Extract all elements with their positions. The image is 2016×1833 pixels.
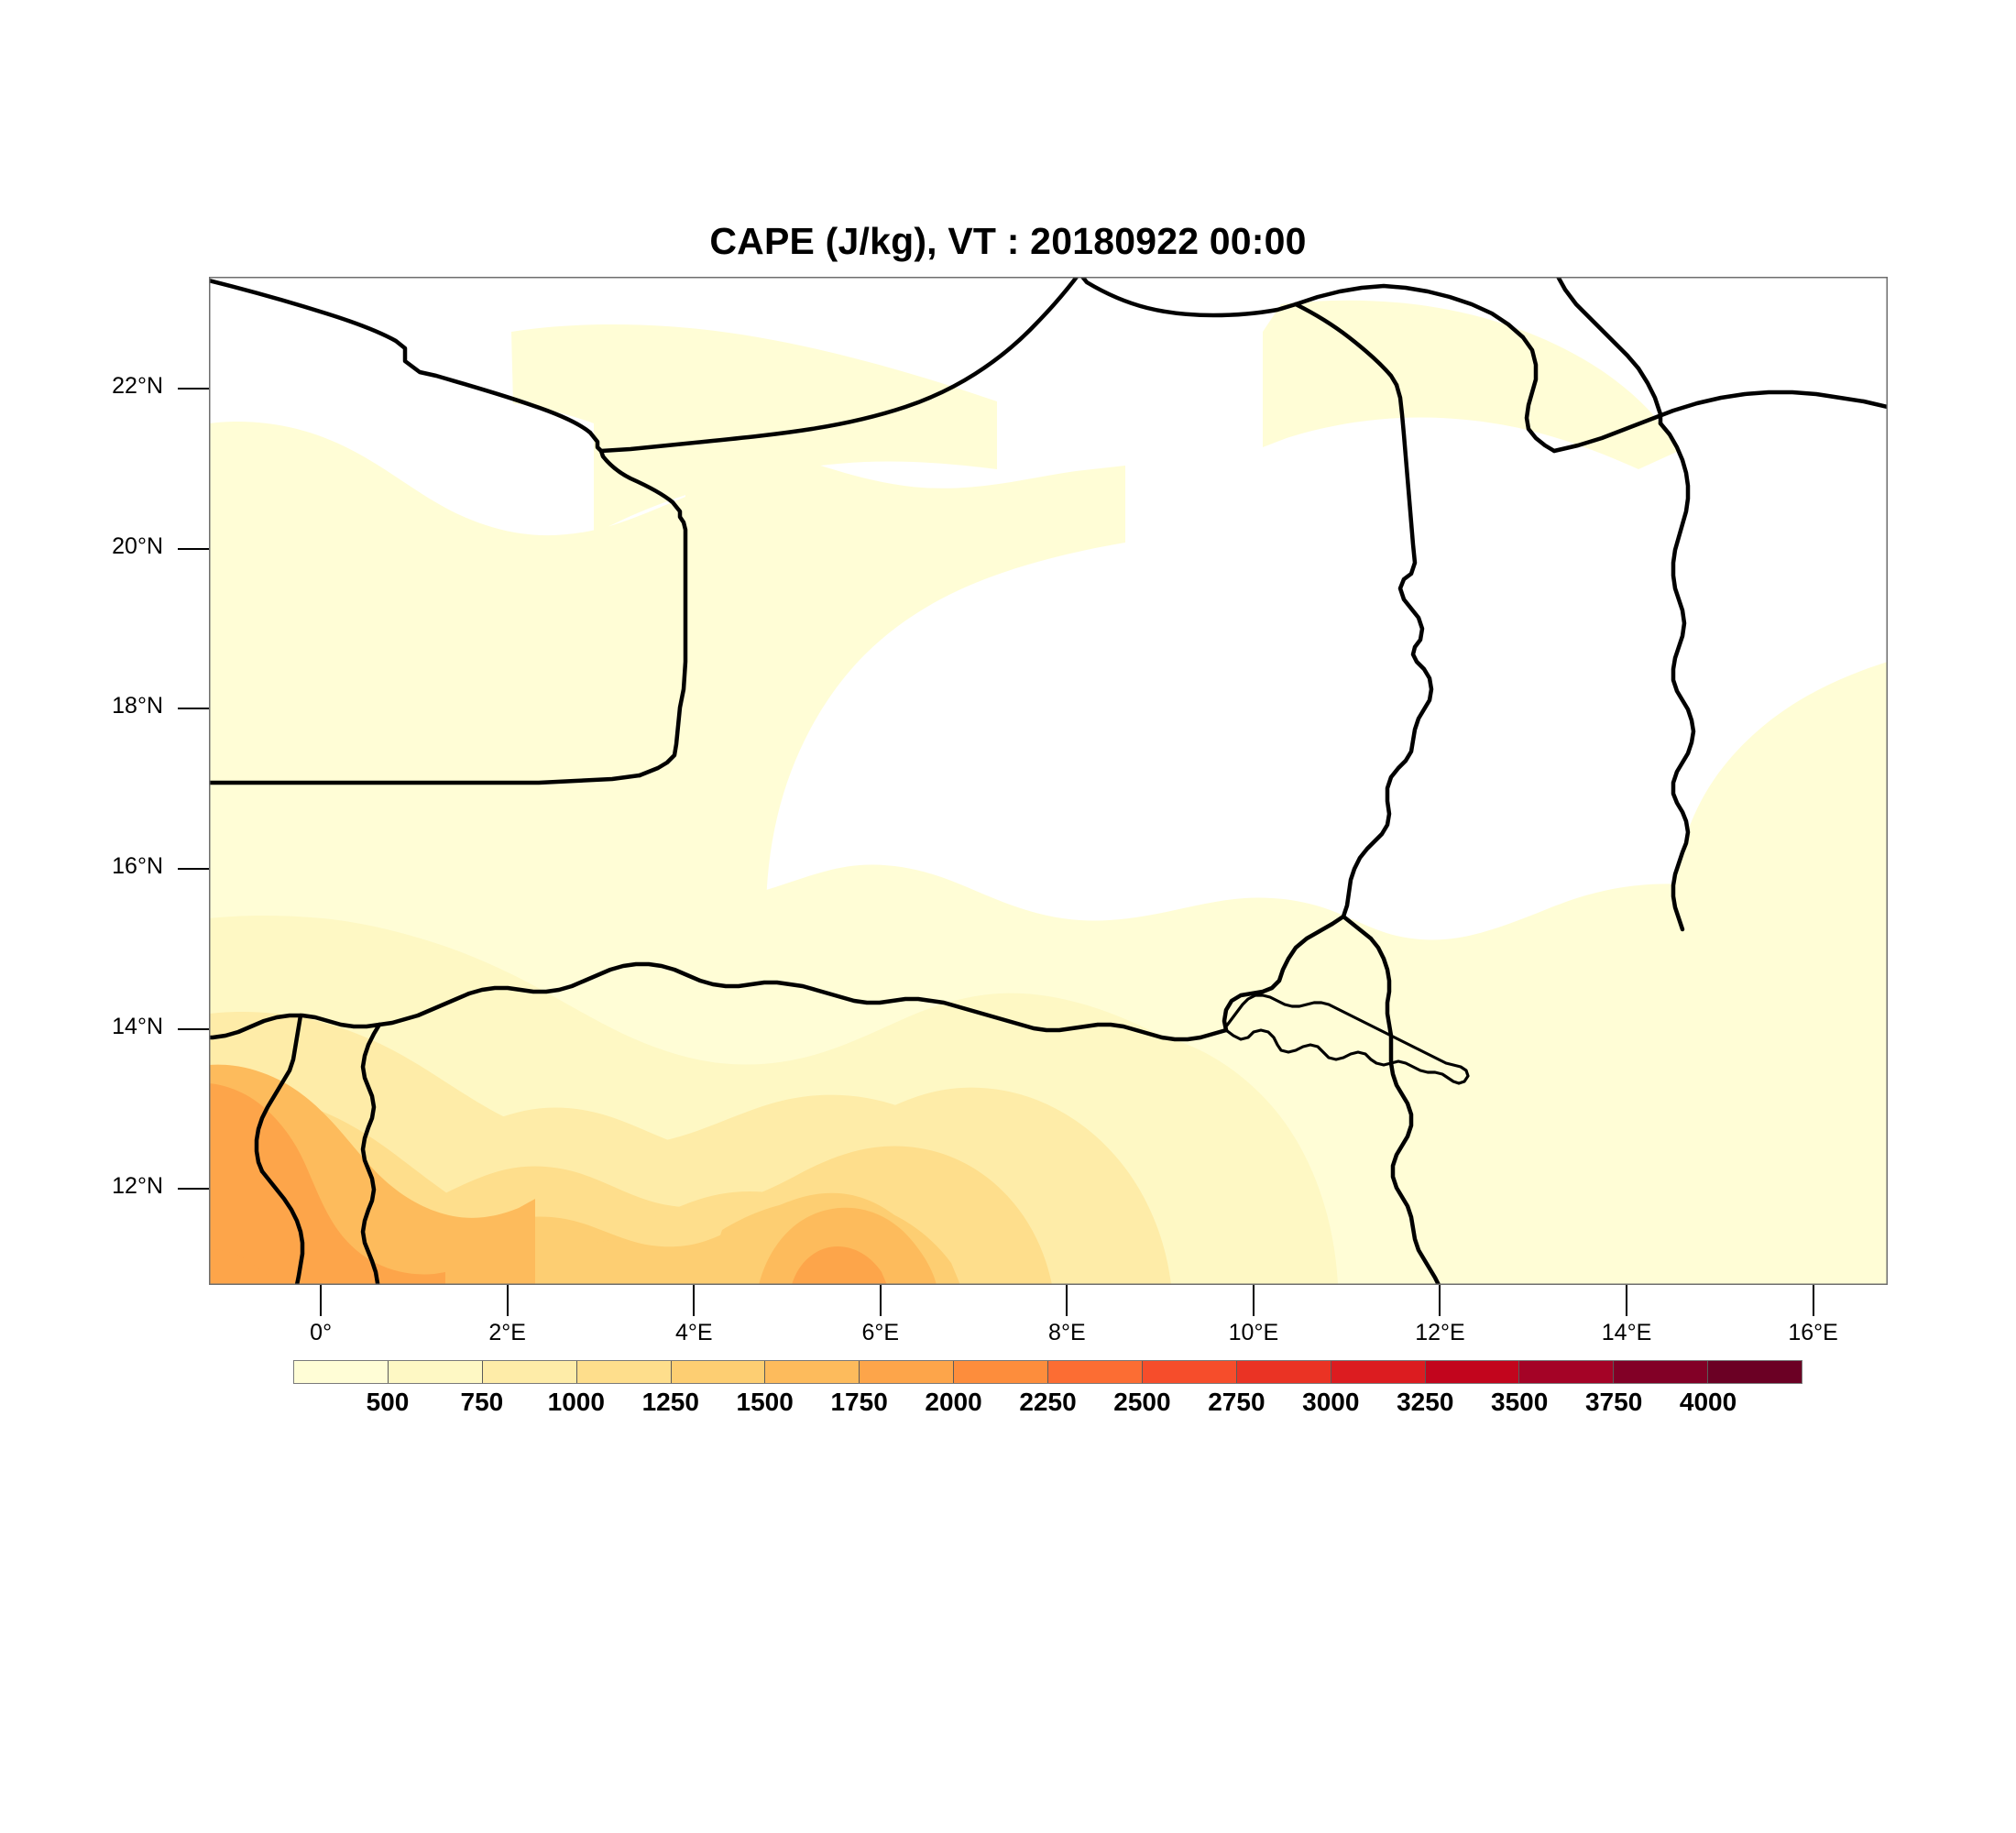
border-benin-nigeria-south: [259, 1169, 305, 1285]
colorbar-segment: [1614, 1361, 1709, 1383]
lat-tick: [178, 388, 209, 390]
colorbar-segment: [294, 1361, 389, 1383]
lon-label: 8°E: [1048, 1320, 1086, 1345]
lat-label: 14°N: [112, 1013, 163, 1039]
colorbar-tick-label: 1500: [736, 1388, 794, 1416]
lon-label: 0°: [310, 1320, 333, 1345]
lat-tick: [178, 1188, 209, 1191]
border-lake-chad-region: [1222, 914, 1346, 1033]
contour-band-250-ne: [1263, 300, 1679, 469]
border-ne-corner: [1293, 283, 1557, 454]
map-plot-area: [209, 277, 1888, 1285]
colorbar-tick-label: 1000: [547, 1388, 605, 1416]
colorbar-segment: [576, 1361, 672, 1383]
colorbar-segment: [765, 1361, 860, 1383]
colorbar: 500 750 1000 1250 1500 1750 2000 2250 2500 2750 30…: [293, 1360, 1802, 1416]
border-algeria-mali-main: [209, 278, 604, 454]
colorbar-segment: [1519, 1361, 1615, 1383]
colorbar-segment: [482, 1361, 577, 1383]
colorbar-segment: [1708, 1361, 1802, 1383]
cape-contour-field: [209, 277, 1888, 1285]
colorbar-tick-label: 2000: [925, 1388, 982, 1416]
border-chad-ne-branch: [1555, 277, 1663, 426]
lon-label: 16°E: [1788, 1320, 1838, 1345]
border-algeria-niger: [598, 277, 1079, 454]
border-niger-chad: [1341, 382, 1434, 919]
colorbar-tick-label: 1750: [830, 1388, 888, 1416]
colorbar-tick-label: 4000: [1679, 1388, 1737, 1416]
page-title: CAPE (J/kg), VT : 20180922 00:00: [709, 220, 1307, 262]
colorbar-segment: [1236, 1361, 1331, 1383]
contour-band-1750-central: [792, 1246, 887, 1285]
lat-tick: [178, 547, 209, 550]
border-niger-nigeria: [377, 961, 1229, 1042]
lat-label: 20°N: [112, 532, 163, 559]
lon-tick: [879, 1285, 882, 1316]
lon-tick: [1439, 1285, 1441, 1316]
contour-band-250-west: [209, 422, 1125, 918]
lake-chad-outline: [1224, 993, 1470, 1085]
lon-tick: [320, 1285, 323, 1316]
colorbar-segment: [1425, 1361, 1520, 1383]
colorbar-tick-label: 3750: [1584, 1388, 1643, 1416]
border-burkina-niger: [209, 1013, 382, 1040]
lat-label: 18°N: [112, 693, 163, 719]
contour-band-1750: [209, 1083, 445, 1285]
colorbar-tick-label: 2250: [1019, 1388, 1077, 1416]
colorbar-tick-label: 3250: [1397, 1388, 1454, 1416]
lat-tick: [178, 708, 209, 710]
colorbar-tick-label: 1250: [641, 1388, 699, 1416]
colorbar-segment: [954, 1361, 1048, 1383]
lat-label: 12°N: [112, 1173, 163, 1200]
colorbar-segment: [1048, 1361, 1143, 1383]
colorbar-tick-label: 750: [460, 1388, 504, 1416]
lon-label: 2°E: [488, 1320, 526, 1345]
border-chad-east: [1658, 421, 1696, 932]
lon-tick: [1626, 1285, 1628, 1316]
colorbar-tick-label: 3500: [1491, 1388, 1549, 1416]
country-borders-group: [209, 277, 1888, 1285]
lon-label: 6°E: [861, 1320, 900, 1345]
lat-label: 16°N: [112, 853, 163, 880]
lon-tick: [693, 1285, 696, 1316]
border-libya-chad-ne: [1551, 390, 1888, 454]
colorbar-tick-label: 2500: [1113, 1388, 1171, 1416]
colorbar-tick-label: 3000: [1302, 1388, 1360, 1416]
colorbar-swatches: [293, 1360, 1802, 1384]
border-benin-burkina: [254, 1013, 303, 1174]
lon-tick: [1252, 1285, 1255, 1316]
border-nigeria-benin: [360, 1022, 382, 1285]
contour-band-1750-core: [209, 1249, 280, 1285]
border-nigeria-cameroon: [1388, 1060, 1441, 1285]
lat-tick: [178, 1027, 209, 1030]
contour-band-250-east: [1672, 662, 1888, 955]
border-niger-mali-sw: [209, 773, 642, 785]
colorbar-segment: [671, 1361, 766, 1383]
lon-tick: [1066, 1285, 1068, 1316]
lon-tick: [1812, 1285, 1814, 1316]
border-mali-niger: [598, 448, 688, 778]
lat-tick: [178, 868, 209, 871]
border-niger-libya: [1079, 277, 1298, 318]
lat-label: 22°N: [112, 373, 163, 400]
border-nigeria-northeast: [1341, 914, 1394, 1064]
colorbar-segment: [860, 1361, 955, 1383]
colorbar-segment: [1142, 1361, 1237, 1383]
border-libya-chad: [1293, 302, 1399, 388]
colorbar-tick-label: 2750: [1208, 1388, 1265, 1416]
lon-label: 10°E: [1228, 1320, 1279, 1345]
lon-tick: [506, 1285, 509, 1316]
lon-label: 12°E: [1415, 1320, 1465, 1345]
colorbar-segment: [388, 1361, 483, 1383]
contour-fill-group: [209, 277, 1888, 1285]
lon-label: 14°E: [1601, 1320, 1652, 1345]
colorbar-segment: [1331, 1361, 1426, 1383]
colorbar-tick-label: 500: [366, 1388, 410, 1416]
lon-label: 4°E: [674, 1320, 713, 1345]
